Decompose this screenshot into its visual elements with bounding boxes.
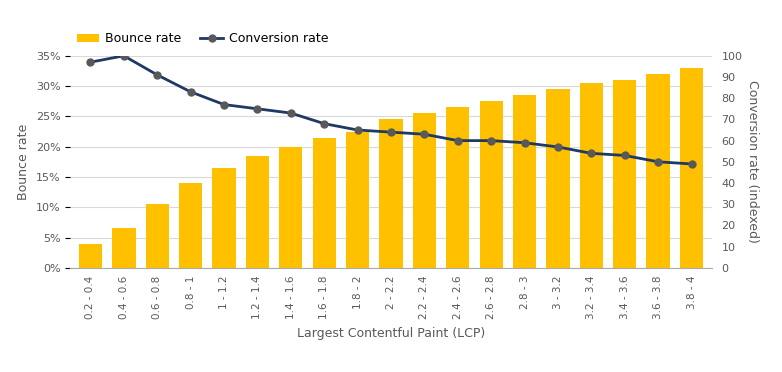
Bar [379, 119, 403, 268]
X-axis label: Largest Contentful Paint (LCP): Largest Contentful Paint (LCP) [297, 327, 485, 340]
Y-axis label: Bounce rate: Bounce rate [17, 124, 30, 200]
Bar [513, 95, 536, 268]
Legend: Bounce rate, Conversion rate: Bounce rate, Conversion rate [77, 32, 328, 45]
Bar [579, 83, 603, 268]
Bar [547, 89, 569, 268]
Bar [647, 74, 670, 268]
Bar [279, 147, 303, 268]
Bar [613, 80, 637, 268]
Bar [413, 113, 436, 268]
Bar [145, 204, 169, 268]
Bar [112, 228, 135, 268]
Bar [179, 183, 203, 268]
Bar [79, 244, 102, 268]
Bar [346, 132, 369, 268]
Bar [479, 101, 503, 268]
Bar [213, 168, 235, 268]
Y-axis label: Conversion rate (indexed): Conversion rate (indexed) [746, 80, 759, 243]
Bar [246, 156, 269, 268]
Bar [680, 68, 703, 268]
Bar [313, 138, 336, 268]
Bar [446, 107, 469, 268]
